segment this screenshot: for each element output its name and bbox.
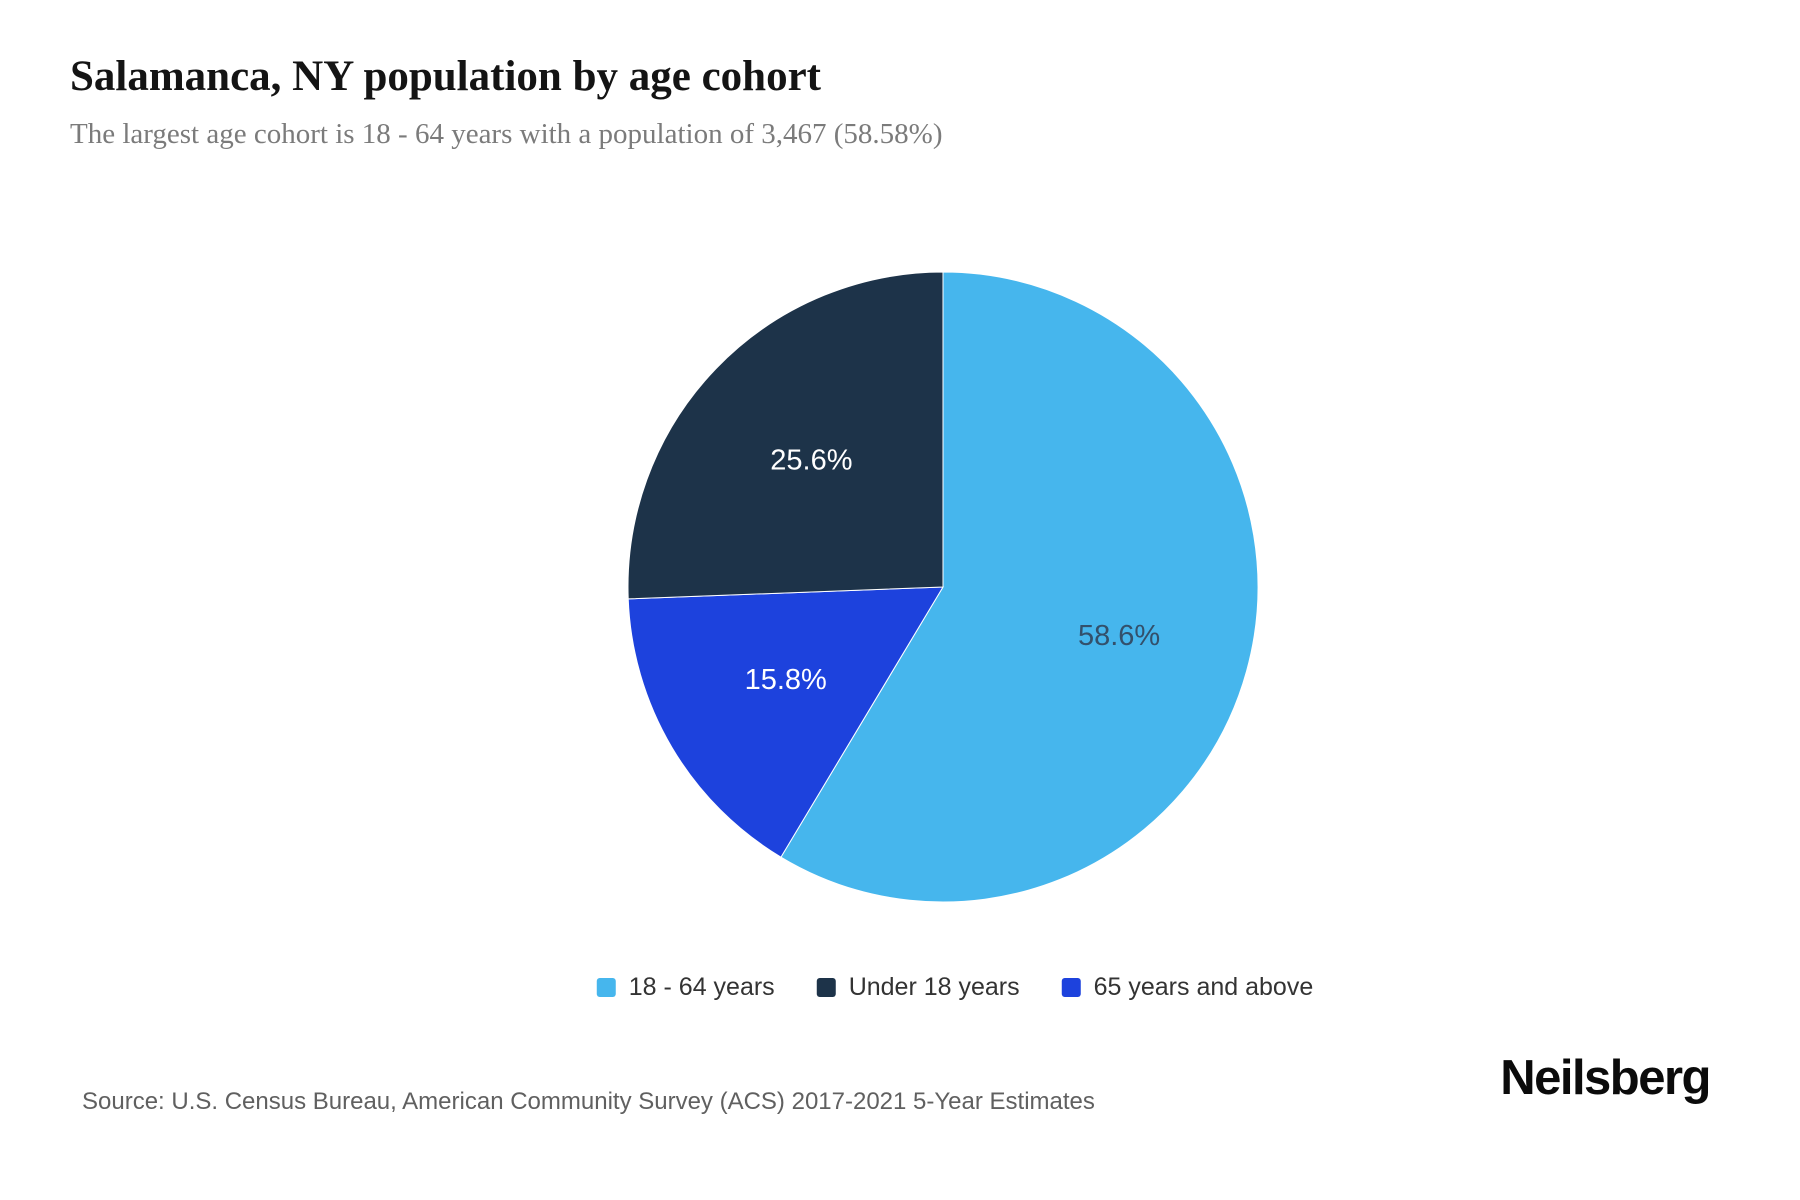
legend-label: Under 18 years: [848, 973, 1020, 1001]
chart-title: Salamanca, NY population by age cohort: [70, 53, 821, 100]
legend-swatch-18-64-years: [596, 978, 616, 997]
neilsberg-logo[interactable]: Neilsberg: [1500, 1051, 1711, 1105]
legend-item-65-years-and-above[interactable]: 65 years and above: [1061, 973, 1314, 1002]
pie-slice-65-years-and-above[interactable]: [627, 586, 944, 858]
legend-swatch-under-18-years: [816, 978, 836, 997]
legend-item-18-64-years[interactable]: 18 - 64 years: [596, 973, 775, 1002]
pie-slice-label-65-years-and-above: 15.8%: [745, 664, 827, 696]
chart-legend: 18 - 64 years Under 18 years 65 years and …: [596, 973, 1314, 1002]
pie-slice-label-under-18-years: 25.6%: [770, 444, 852, 476]
legend-label: 65 years and above: [1093, 973, 1314, 1001]
source-attribution: Source: U.S. Census Bureau, American Com…: [82, 1088, 1095, 1115]
chart-subtitle: The largest age cohort is 18 - 64 years …: [70, 118, 943, 150]
legend-label: 18 - 64 years: [628, 973, 775, 1001]
pie-chart: 58.6% 15.8% 25.6%: [627, 271, 1259, 903]
legend-swatch-65-years-and-above: [1061, 978, 1081, 997]
pie-slice-18-64-years[interactable]: [780, 271, 1259, 903]
pie-slice-under-18-years[interactable]: [627, 271, 944, 600]
pie-slice-label-18-64-years: 58.6%: [1078, 620, 1160, 652]
legend-item-under-18-years[interactable]: Under 18 years: [816, 973, 1020, 1002]
